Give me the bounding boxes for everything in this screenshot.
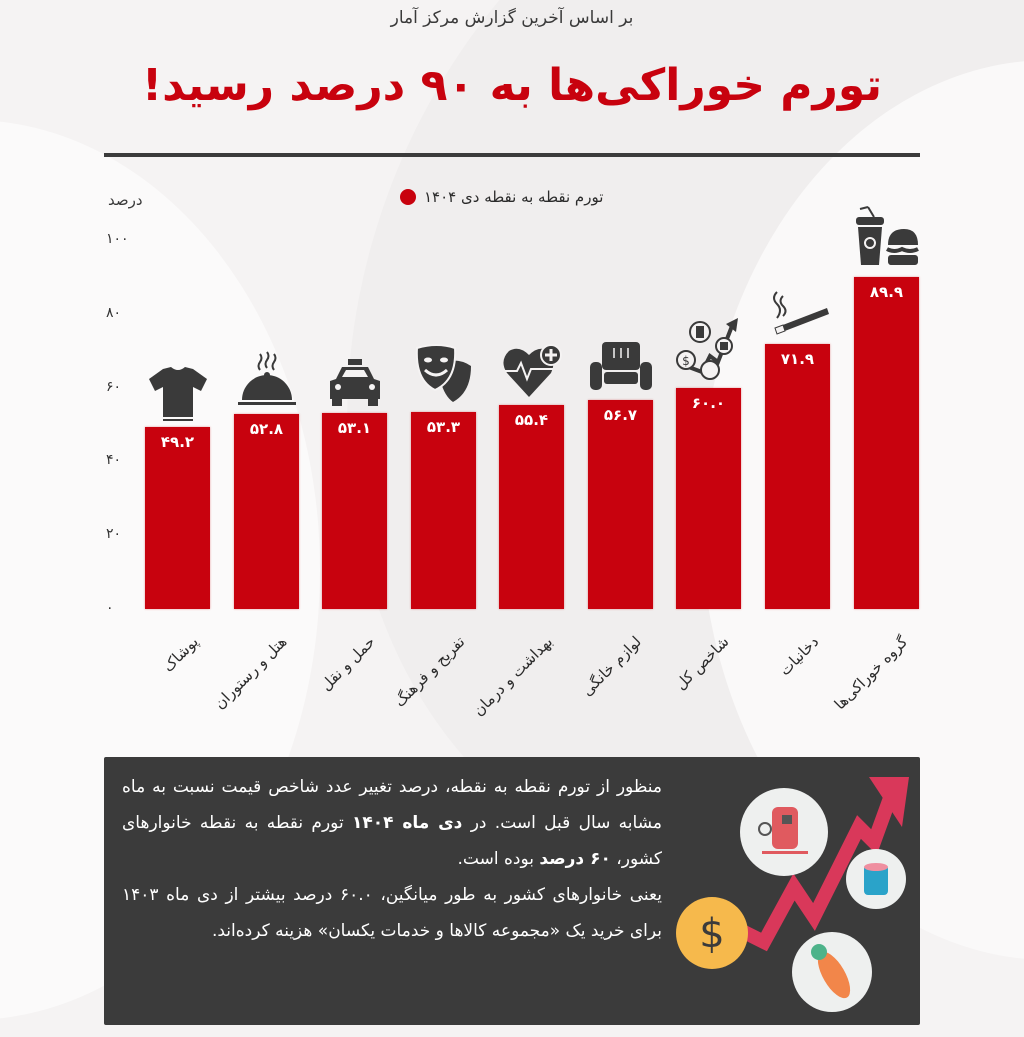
info-text-bold: دی ماه ۱۴۰۴ — [352, 813, 463, 833]
bar: ۴۹.۲ — [145, 427, 210, 609]
theater-masks-icon — [411, 344, 477, 406]
y-axis-tick: ۰ — [106, 600, 114, 616]
x-axis-label: دخانیات — [775, 632, 822, 680]
x-axis-label: حمل و نقل — [317, 632, 379, 695]
y-axis-tick: ۴۰ — [106, 452, 122, 469]
bar-value-label: ۵۵.۴ — [514, 410, 549, 429]
x-axis-label: هتل و رستوران — [210, 632, 291, 713]
bar-value-label: ۵۳.۱ — [337, 419, 372, 438]
y-axis-unit-label: درصد — [108, 191, 143, 209]
info-text-part: تورم نقطه به نقطه خانوارهای کشور، — [122, 813, 662, 869]
y-axis-tick: ۲۰ — [106, 526, 122, 543]
tshirt-icon — [145, 361, 211, 422]
bar-value-label: ۵۳.۳ — [426, 418, 461, 437]
info-box: منظور از تورم نقطه به نقطه، درصد تغییر ع… — [104, 757, 920, 1025]
bar-value-label: ۵۲.۸ — [249, 420, 284, 439]
bar-value-label: ۵۶.۷ — [603, 405, 638, 424]
subtitle: بر اساس آخرین گزارش مرکز آمار — [390, 8, 634, 28]
x-axis-label: شاخص کل — [672, 632, 733, 694]
bar: ۷۱.۹ — [765, 343, 830, 609]
bar: ۵۵.۴ — [499, 404, 564, 609]
bar: ۸۹.۹ — [854, 277, 919, 609]
heart-health-icon — [499, 339, 565, 399]
x-axis-label: بهداشت و درمان — [469, 632, 556, 720]
fastfood-icon — [854, 206, 920, 271]
page-title: تورم خوراکی‌ها به ۹۰ درصد رسید! — [142, 60, 883, 111]
bar-value-label: ۴۹.۲ — [160, 433, 195, 452]
legend-label: تورم نقطه به نقطه دی ۱۴۰۴ — [424, 188, 604, 206]
food-cloche-icon — [234, 348, 300, 408]
info-text-part: منظور از تورم نقطه به نقطه، درصد تغییر ع… — [122, 777, 662, 833]
y-axis-tick: ۶۰ — [106, 378, 122, 395]
svg-text:$: $ — [682, 354, 690, 368]
info-text: منظور از تورم نقطه به نقطه، درصد تغییر ع… — [122, 769, 662, 949]
info-text-bold: ۶۰ درصد — [539, 849, 611, 869]
bar: ۶۰.۰ — [676, 387, 741, 609]
y-axis-tick: ۱۰۰ — [106, 231, 129, 247]
bar-value-label: ۶۰.۰ — [691, 393, 726, 412]
info-text-part: بوده است. — [457, 849, 540, 869]
bar: ۵۳.۱ — [322, 413, 387, 609]
bar: ۵۳.۳ — [411, 412, 476, 609]
legend-dot-icon — [400, 189, 416, 205]
armchair-icon — [588, 334, 654, 394]
x-axis-label: تفریح و فرهنگ — [390, 632, 468, 711]
bar: ۵۶.۷ — [588, 399, 653, 609]
x-axis-label: پوشاک — [159, 632, 202, 676]
bar-value-label: ۸۹.۹ — [869, 283, 904, 302]
cigarette-icon — [765, 278, 831, 338]
y-axis-tick: ۸۰ — [106, 304, 122, 321]
chart-legend: تورم نقطه به نقطه دی ۱۴۰۴ — [400, 188, 603, 206]
x-axis-label: لوازم خانگی — [577, 632, 645, 700]
x-axis-label: گروه خوراکی‌ها — [830, 632, 911, 714]
inflation-illustration-icon: $ — [676, 777, 909, 1012]
info-text-paragraph-2: یعنی خانوارهای کشور به طور میانگین، ۶۰.۰… — [122, 885, 662, 941]
title-divider — [104, 153, 920, 157]
svg-text:$: $ — [699, 911, 724, 957]
bar-value-label: ۷۱.۹ — [780, 349, 815, 368]
bar: ۵۲.۸ — [234, 414, 299, 609]
taxi-icon — [322, 347, 388, 407]
price-index-icon: $ — [676, 317, 742, 382]
